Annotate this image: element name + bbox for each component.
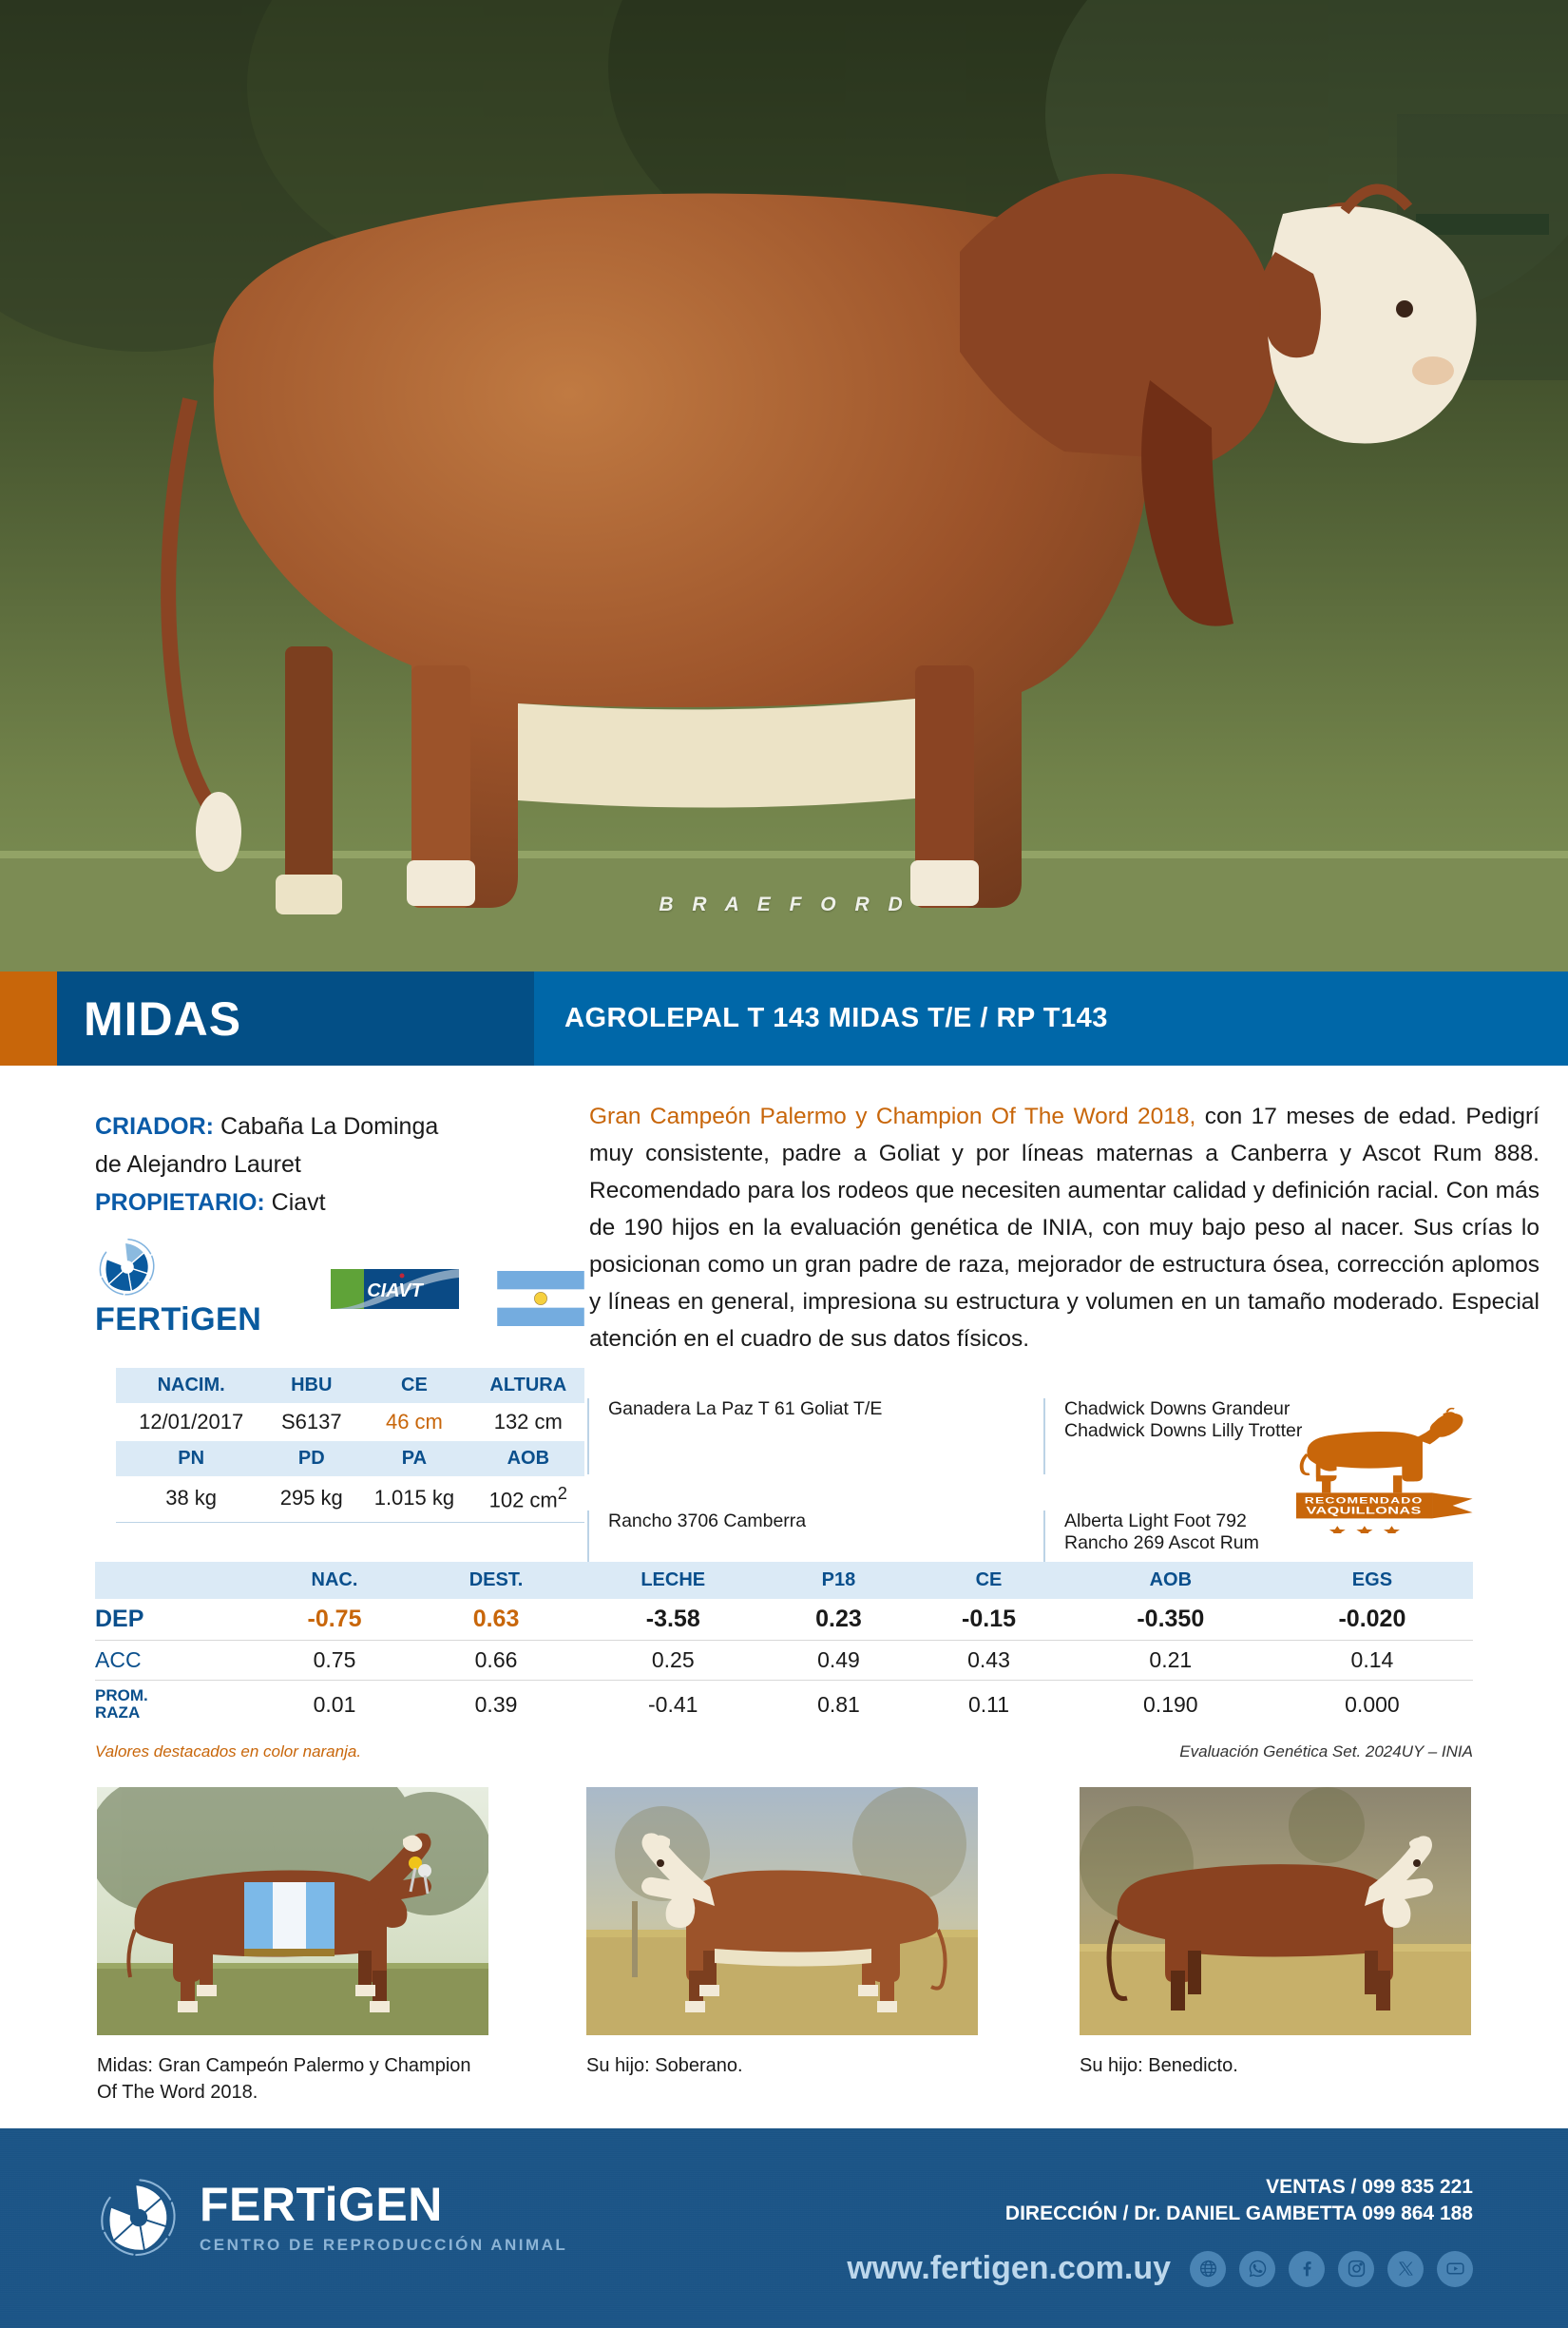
svg-text:VAQUILLONAS: VAQUILLONAS: [1307, 1504, 1422, 1516]
svg-text:CIAVT: CIAVT: [367, 1280, 424, 1301]
